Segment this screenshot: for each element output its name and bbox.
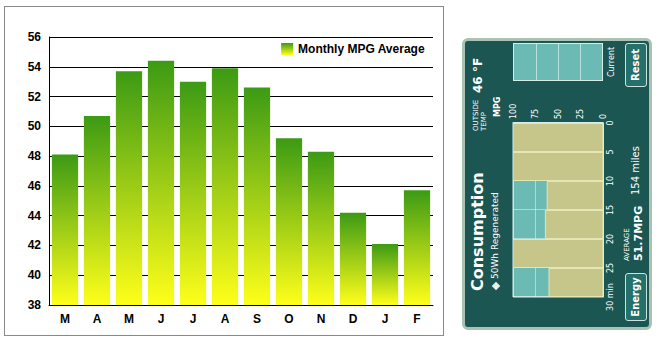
html-text:51.7MPG: 51.7MPG (632, 205, 645, 261)
svg-text:30 min: 30 min (606, 283, 615, 311)
svg-text:25: 25 (606, 263, 615, 273)
svg-text:15: 15 (606, 205, 615, 215)
html-text:50Wh Regenerated: 50Wh Regenerated (490, 192, 500, 279)
svg-text:100: 100 (509, 104, 518, 119)
svg-text:N: N (317, 312, 326, 326)
svg-text:J: J (190, 312, 197, 326)
svg-text:0: 0 (599, 114, 608, 119)
svg-text:20: 20 (606, 234, 615, 244)
html-text:OUTSIDE TEMP: OUTSIDE TEMP (472, 99, 488, 131)
html-text:Energy: Energy (630, 277, 641, 317)
svg-text:A: A (221, 312, 230, 326)
svg-text:A: A (93, 312, 102, 326)
svg-text:O: O (284, 312, 293, 326)
html-text:MPG: MPG (493, 96, 502, 117)
svg-text:M: M (124, 312, 134, 326)
html-text:AVERAGE: AVERAGE (623, 228, 631, 261)
svg-text:25: 25 (576, 109, 585, 119)
svg-text:F: F (413, 312, 420, 326)
svg-text:5: 5 (606, 149, 615, 154)
svg-text:52: 52 (28, 90, 42, 104)
svg-text:44: 44 (28, 209, 42, 223)
html-text:Current: Current (607, 47, 616, 77)
html-text:Reset: Reset (630, 49, 641, 81)
svg-text:M: M (60, 312, 70, 326)
svg-text:54: 54 (28, 60, 42, 74)
html-text:46 °F: 46 °F (471, 57, 485, 93)
svg-text:56: 56 (28, 30, 42, 44)
svg-text:J: J (382, 312, 389, 326)
svg-text:J: J (158, 312, 165, 326)
svg-text:50: 50 (28, 119, 42, 133)
html-text:Consumption: Consumption (468, 172, 487, 291)
svg-text:D: D (349, 312, 358, 326)
svg-text:48: 48 (28, 149, 42, 163)
svg-text:S: S (253, 312, 261, 326)
html-text:154 miles: 154 miles (630, 146, 641, 195)
svg-text:40: 40 (28, 268, 42, 282)
svg-text:10: 10 (606, 176, 615, 186)
svg-text:46: 46 (28, 179, 42, 193)
svg-text:Monthly MPG Average: Monthly MPG Average (298, 42, 425, 56)
svg-text:75: 75 (531, 109, 540, 119)
svg-text:42: 42 (28, 238, 42, 252)
svg-text:0: 0 (606, 120, 615, 125)
svg-text:50: 50 (554, 109, 563, 119)
svg-text:38: 38 (28, 298, 42, 312)
